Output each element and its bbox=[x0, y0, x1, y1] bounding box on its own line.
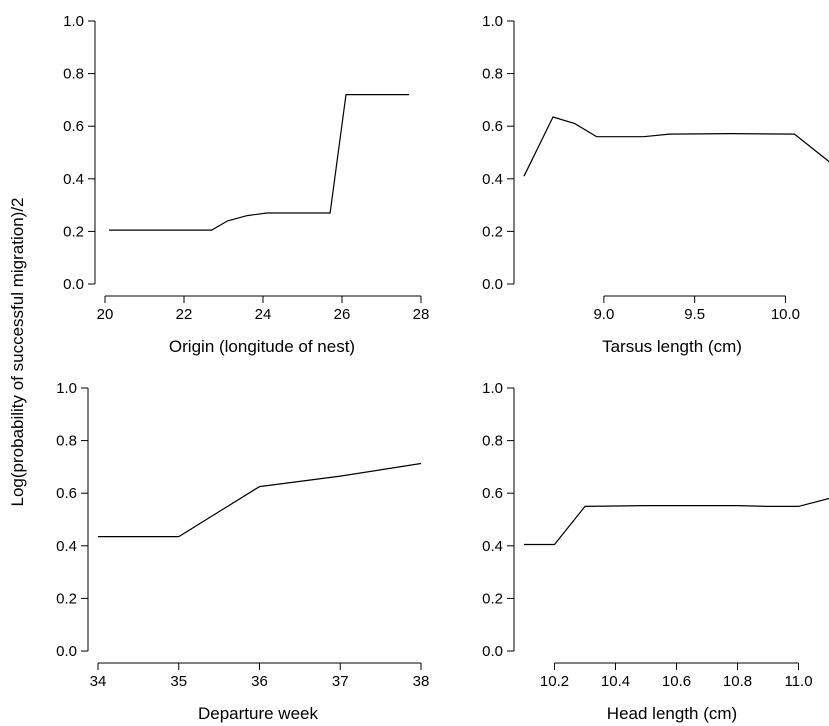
y-tick-label: 0.4 bbox=[482, 171, 503, 188]
panel-head: 0.0 0.2 0.4 0.6 0.8 1.0 10.2 10.4 10.6 10.8 11.0 He… bbox=[482, 380, 829, 723]
y-tick-label: 0.8 bbox=[482, 66, 503, 83]
y-tick-label: 0.8 bbox=[482, 433, 503, 450]
y-tick-label: 0.2 bbox=[482, 223, 503, 240]
y-tick-label: 0.2 bbox=[56, 590, 77, 607]
y-tick-label: 0.8 bbox=[56, 433, 77, 450]
panel-tarsus: 0.0 0.2 0.4 0.6 0.8 1.0 9.0 9.5 10.0 Tarsus lengt… bbox=[482, 13, 829, 356]
x-tick-label: 11.0 bbox=[784, 673, 812, 690]
y-tick-label: 0.0 bbox=[63, 276, 84, 293]
series-line bbox=[98, 462, 422, 538]
x-axis-title: Tarsus length (cm) bbox=[602, 337, 742, 356]
x-tick-label: 20 bbox=[97, 306, 114, 323]
x-tick-label: 28 bbox=[413, 306, 430, 323]
y-tick-label: 0.4 bbox=[482, 538, 503, 555]
panel-origin: 0.0 0.2 0.4 0.6 0.8 1.0 20 22 24 26 28 Origin (long… bbox=[63, 13, 429, 356]
y-tick-label: 0.0 bbox=[482, 276, 503, 293]
x-axis-title: Head length (cm) bbox=[607, 704, 737, 723]
y-tick-label: 1.0 bbox=[482, 380, 503, 397]
x-tick-label: 10.8 bbox=[723, 673, 752, 690]
x-tick-label: 35 bbox=[170, 673, 187, 690]
x-tick-label: 22 bbox=[176, 306, 193, 323]
series-line bbox=[524, 497, 829, 546]
y-tick-label: 0.8 bbox=[63, 66, 84, 83]
x-axis-title: Departure week bbox=[198, 704, 319, 723]
x-tick-label: 10.2 bbox=[540, 673, 569, 690]
x-tick-label: 37 bbox=[332, 673, 349, 690]
x-tick-label: 24 bbox=[255, 306, 272, 323]
y-tick-label: 0.6 bbox=[482, 118, 503, 135]
y-tick-label: 1.0 bbox=[56, 380, 77, 397]
x-tick-label: 26 bbox=[334, 306, 351, 323]
y-tick-label: 0.6 bbox=[63, 118, 84, 135]
y-tick-label: 0.4 bbox=[63, 171, 84, 188]
y-tick-label: 1.0 bbox=[63, 13, 84, 30]
panel-departure: 0.0 0.2 0.4 0.6 0.8 1.0 34 35 36 37 38 Departure we… bbox=[56, 380, 429, 723]
x-tick-label: 9.5 bbox=[684, 306, 705, 323]
y-tick-label: 0.6 bbox=[56, 485, 77, 502]
y-tick-label: 1.0 bbox=[482, 13, 503, 30]
series-line bbox=[109, 93, 410, 231]
x-tick-label: 10.4 bbox=[601, 673, 630, 690]
y-tick-label: 0.4 bbox=[56, 538, 77, 555]
y-tick-label: 0.0 bbox=[482, 643, 503, 660]
x-tick-label: 34 bbox=[90, 673, 107, 690]
x-tick-label: 9.0 bbox=[593, 306, 614, 323]
x-tick-label: 10.0 bbox=[771, 306, 800, 323]
x-axis-title: Origin (longitude of nest) bbox=[169, 337, 355, 356]
shared-y-axis-title: Log(probability of successful migration)… bbox=[8, 198, 27, 507]
y-tick-label: 0.2 bbox=[63, 223, 84, 240]
x-tick-label: 38 bbox=[413, 673, 430, 690]
series-line bbox=[523, 116, 829, 177]
y-tick-label: 0.6 bbox=[482, 485, 503, 502]
y-tick-label: 0.2 bbox=[482, 590, 503, 607]
y-tick-label: 0.0 bbox=[56, 643, 77, 660]
x-tick-label: 10.6 bbox=[662, 673, 691, 690]
x-tick-label: 36 bbox=[251, 673, 268, 690]
